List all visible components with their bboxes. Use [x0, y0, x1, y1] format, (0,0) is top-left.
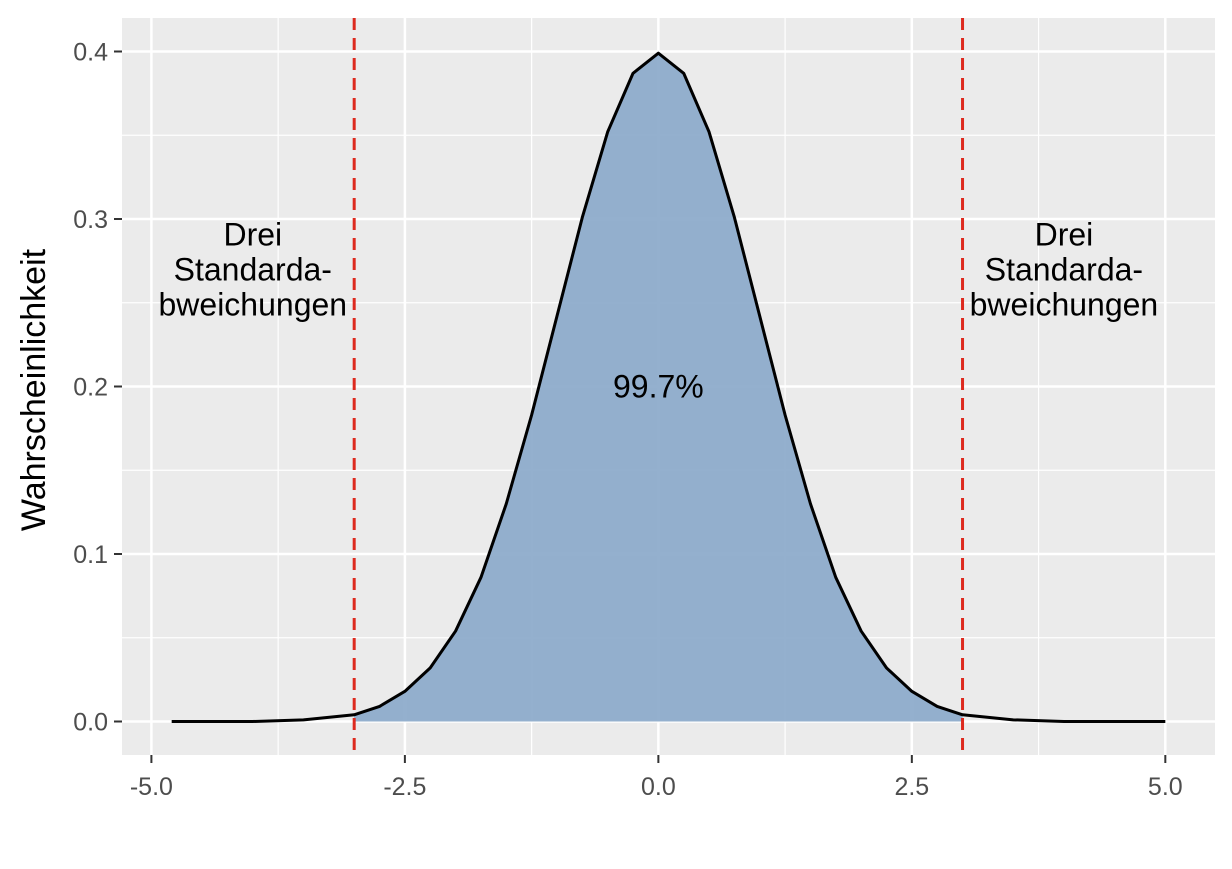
y-tick-label: 0.3: [73, 206, 108, 234]
y-tick-label: 0.4: [73, 39, 108, 67]
y-tick-label: 0.2: [73, 374, 108, 402]
annotation: bweichungen: [158, 286, 347, 322]
annotation: Standarda-: [985, 251, 1143, 287]
annotation: 99.7%: [613, 369, 704, 405]
x-tick-label: -5.0: [130, 773, 173, 801]
x-tick-label: -2.5: [383, 773, 426, 801]
shaded-area: [354, 53, 963, 722]
y-axis-title: Wahrscheinlichkeit: [15, 248, 53, 531]
x-tick-label: 5.0: [1148, 773, 1183, 801]
y-tick-label: 0.1: [73, 541, 108, 569]
annotation: Standarda-: [174, 251, 332, 287]
x-tick-label: 2.5: [894, 773, 929, 801]
density-line: [171, 51, 1166, 723]
annotation: Drei: [1035, 216, 1094, 252]
y-tick-label: 0.0: [73, 709, 108, 737]
annotation: Drei: [223, 216, 282, 252]
x-tick-label: 0.0: [641, 773, 676, 801]
annotation: bweichungen: [970, 286, 1159, 322]
